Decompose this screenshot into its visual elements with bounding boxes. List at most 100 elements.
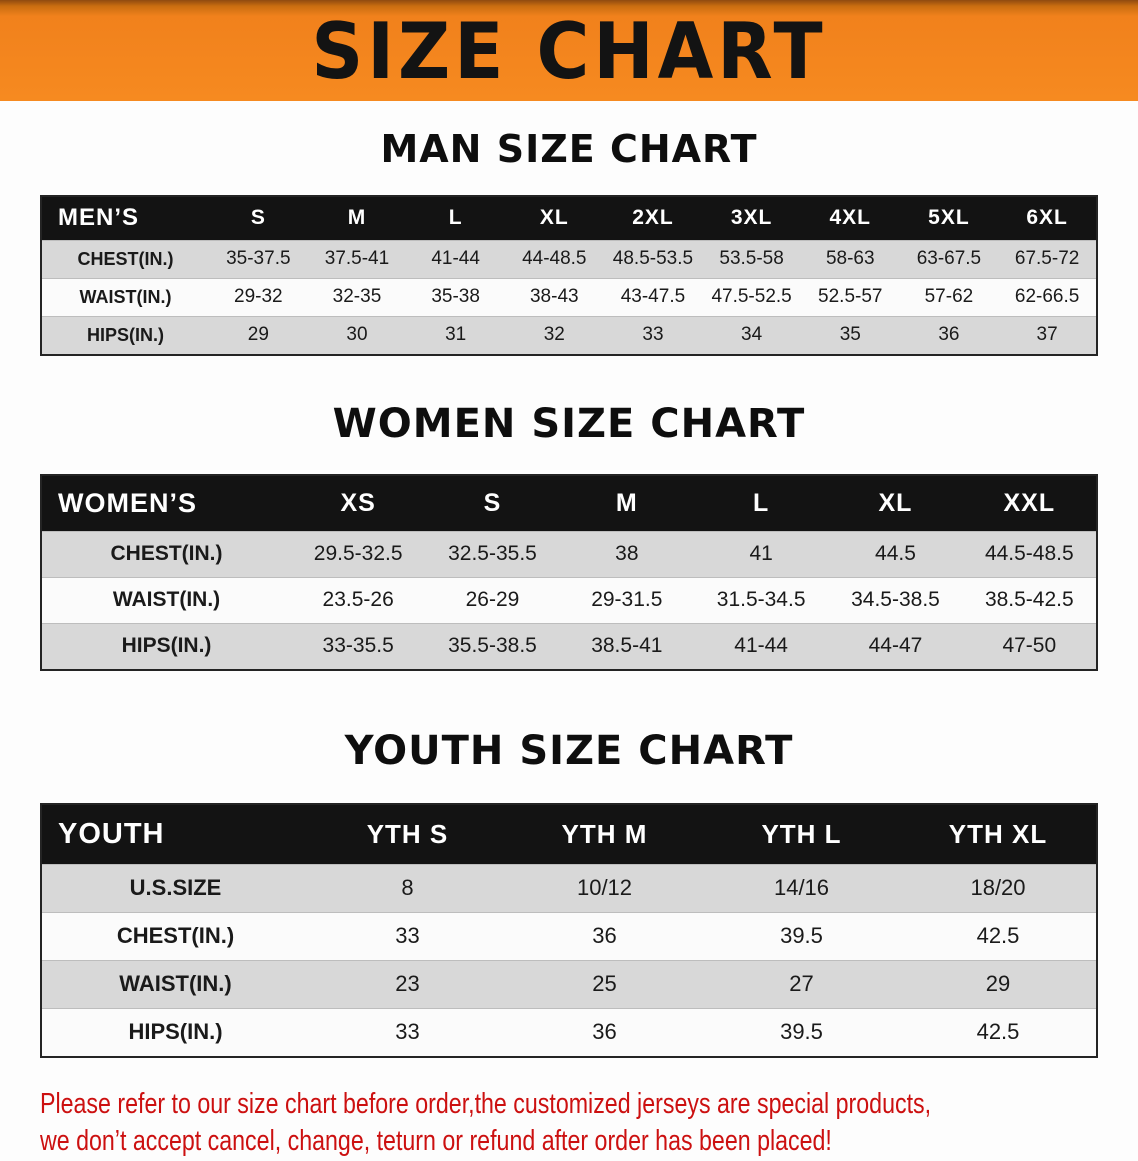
measurement-value-cell: 26-29 bbox=[425, 576, 560, 624]
measurement-value-cell: 48.5-53.5 bbox=[603, 239, 703, 279]
measurement-value-cell: 42.5 bbox=[900, 1007, 1097, 1057]
measurement-value-cell: 10/12 bbox=[506, 863, 703, 913]
table-title-cell: WOMEN’S bbox=[41, 474, 291, 532]
women-section-heading: WOMEN SIZE CHART bbox=[332, 400, 806, 447]
row-label-cell: WAIST(IN.) bbox=[41, 959, 309, 1009]
women-size-section: WOMEN SIZE CHART WOMEN’S XS S M L XL XXL CHEST(… bbox=[0, 400, 1138, 671]
table-title-cell: YOUTH bbox=[41, 803, 309, 865]
measurement-value-cell: 53.5-58 bbox=[702, 239, 801, 279]
measurement-row: HIPS(IN.) 33 36 39.5 42.5 bbox=[41, 1007, 1097, 1057]
measurement-value-cell: 34 bbox=[702, 315, 801, 355]
measurement-value-cell: 37.5-41 bbox=[307, 239, 407, 279]
measurement-value-cell: 29 bbox=[209, 315, 308, 355]
table-header-row: YOUTH YTH S YTH M YTH L YTH XL bbox=[41, 803, 1097, 865]
size-column-header: L bbox=[693, 474, 829, 532]
measurement-value-cell: 29-32 bbox=[209, 277, 308, 317]
size-column-header: S bbox=[209, 195, 308, 241]
measurement-value-cell: 47-50 bbox=[962, 622, 1097, 670]
measurement-row: CHEST(IN.) 33 36 39.5 42.5 bbox=[41, 911, 1097, 961]
measurement-value-cell: 30 bbox=[307, 315, 407, 355]
table-title-cell: MEN’S bbox=[41, 195, 209, 241]
measurement-value-cell: 32 bbox=[504, 315, 604, 355]
size-column-header: 5XL bbox=[899, 195, 999, 241]
youth-section-heading: YOUTH SIZE CHART bbox=[344, 727, 794, 774]
measurement-value-cell: 38.5-41 bbox=[559, 622, 694, 670]
measurement-value-cell: 36 bbox=[506, 911, 703, 961]
size-column-header: XXL bbox=[962, 474, 1097, 532]
measurement-value-cell: 34.5-38.5 bbox=[828, 576, 963, 624]
measurement-row: HIPS(IN.) 33-35.5 35.5-38.5 38.5-41 41-44 44-… bbox=[41, 622, 1097, 670]
size-column-header: 4XL bbox=[800, 195, 900, 241]
measurement-value-cell: 35 bbox=[800, 315, 900, 355]
row-label-cell: CHEST(IN.) bbox=[41, 911, 309, 961]
size-column-header: S bbox=[425, 474, 560, 532]
measurement-value-cell: 38 bbox=[559, 530, 694, 578]
measurement-value-cell: 35-38 bbox=[406, 277, 505, 317]
measurement-value-cell: 33 bbox=[309, 1007, 506, 1057]
measurement-value-cell: 23 bbox=[309, 959, 506, 1009]
measurement-value-cell: 52.5-57 bbox=[800, 277, 900, 317]
measurement-value-cell: 36 bbox=[899, 315, 999, 355]
size-column-header: M bbox=[559, 474, 694, 532]
table-header-row: WOMEN’S XS S M L XL XXL bbox=[41, 474, 1097, 532]
measurement-value-cell: 29.5-32.5 bbox=[291, 530, 426, 578]
row-label-cell: WAIST(IN.) bbox=[41, 576, 291, 624]
youth-size-table: YOUTH YTH S YTH M YTH L YTH XL U.S.SIZE 8 10/12… bbox=[40, 802, 1098, 1058]
measurement-value-cell: 43-47.5 bbox=[603, 277, 703, 317]
measurement-value-cell: 42.5 bbox=[900, 911, 1097, 961]
row-label-cell: CHEST(IN.) bbox=[41, 530, 291, 578]
row-label-cell: WAIST(IN.) bbox=[41, 277, 209, 317]
measurement-value-cell: 47.5-52.5 bbox=[702, 277, 801, 317]
measurement-value-cell: 41 bbox=[693, 530, 829, 578]
measurement-row: WAIST(IN.) 29-32 32-35 35-38 38-43 43-47.5 47.… bbox=[41, 277, 1097, 317]
measurement-value-cell: 39.5 bbox=[703, 911, 900, 961]
size-column-header: 3XL bbox=[702, 195, 801, 241]
measurement-value-cell: 32-35 bbox=[307, 277, 407, 317]
row-label-cell: HIPS(IN.) bbox=[41, 315, 209, 355]
row-label-cell: U.S.SIZE bbox=[41, 863, 309, 913]
size-column-header: L bbox=[406, 195, 505, 241]
measurement-value-cell: 31 bbox=[406, 315, 505, 355]
measurement-value-cell: 41-44 bbox=[693, 622, 829, 670]
youth-size-section: YOUTH SIZE CHART YOUTH YTH S YTH M YTH L YTH… bbox=[0, 727, 1138, 1058]
measurement-value-cell: 63-67.5 bbox=[899, 239, 999, 279]
measurement-value-cell: 23.5-26 bbox=[291, 576, 426, 624]
measurement-row: CHEST(IN.) 29.5-32.5 32.5-35.5 38 41 44.5 44.5… bbox=[41, 530, 1097, 578]
measurement-value-cell: 41-44 bbox=[406, 239, 505, 279]
row-label-cell: HIPS(IN.) bbox=[41, 622, 291, 670]
measurement-row: HIPS(IN.) 29 30 31 32 33 34 35 36 37 bbox=[41, 315, 1097, 355]
measurement-value-cell: 37 bbox=[998, 315, 1097, 355]
men-size-section: MAN SIZE CHART MEN’S S M L XL 2XL 3XL 4XL 5XL 6XL… bbox=[0, 127, 1138, 356]
table-header-row: MEN’S S M L XL 2XL 3XL 4XL 5XL 6XL bbox=[41, 195, 1097, 241]
size-column-header: XL bbox=[504, 195, 604, 241]
measurement-row: U.S.SIZE 8 10/12 14/16 18/20 bbox=[41, 863, 1097, 913]
measurement-value-cell: 38.5-42.5 bbox=[962, 576, 1097, 624]
measurement-value-cell: 8 bbox=[309, 863, 506, 913]
size-column-header: YTH L bbox=[703, 803, 900, 865]
size-column-header: 6XL bbox=[998, 195, 1097, 241]
disclaimer-line-1: Please refer to our size chart before or… bbox=[40, 1087, 932, 1120]
measurement-value-cell: 44.5 bbox=[828, 530, 963, 578]
measurement-value-cell: 33-35.5 bbox=[291, 622, 426, 670]
row-label-cell: CHEST(IN.) bbox=[41, 239, 209, 279]
measurement-value-cell: 44.5-48.5 bbox=[962, 530, 1097, 578]
measurement-value-cell: 29-31.5 bbox=[559, 576, 694, 624]
measurement-row: WAIST(IN.) 23.5-26 26-29 29-31.5 31.5-34.5 34… bbox=[41, 576, 1097, 624]
disclaimer-line-2: we don’t accept cancel, change, teturn o… bbox=[40, 1125, 832, 1158]
size-column-header: YTH XL bbox=[900, 803, 1097, 865]
measurement-value-cell: 35-37.5 bbox=[209, 239, 308, 279]
measurement-row: CHEST(IN.) 35-37.5 37.5-41 41-44 44-48.5 48.5… bbox=[41, 239, 1097, 279]
measurement-value-cell: 33 bbox=[309, 911, 506, 961]
measurement-value-cell: 31.5-34.5 bbox=[693, 576, 829, 624]
measurement-value-cell: 58-63 bbox=[800, 239, 900, 279]
title-banner: SIZE CHART bbox=[0, 0, 1138, 101]
measurement-value-cell: 18/20 bbox=[900, 863, 1097, 913]
measurement-value-cell: 14/16 bbox=[703, 863, 900, 913]
measurement-value-cell: 32.5-35.5 bbox=[425, 530, 560, 578]
size-column-header: M bbox=[307, 195, 407, 241]
measurement-value-cell: 44-48.5 bbox=[504, 239, 604, 279]
measurement-value-cell: 44-47 bbox=[828, 622, 963, 670]
size-column-header: XL bbox=[828, 474, 963, 532]
men-section-heading: MAN SIZE CHART bbox=[380, 127, 758, 171]
